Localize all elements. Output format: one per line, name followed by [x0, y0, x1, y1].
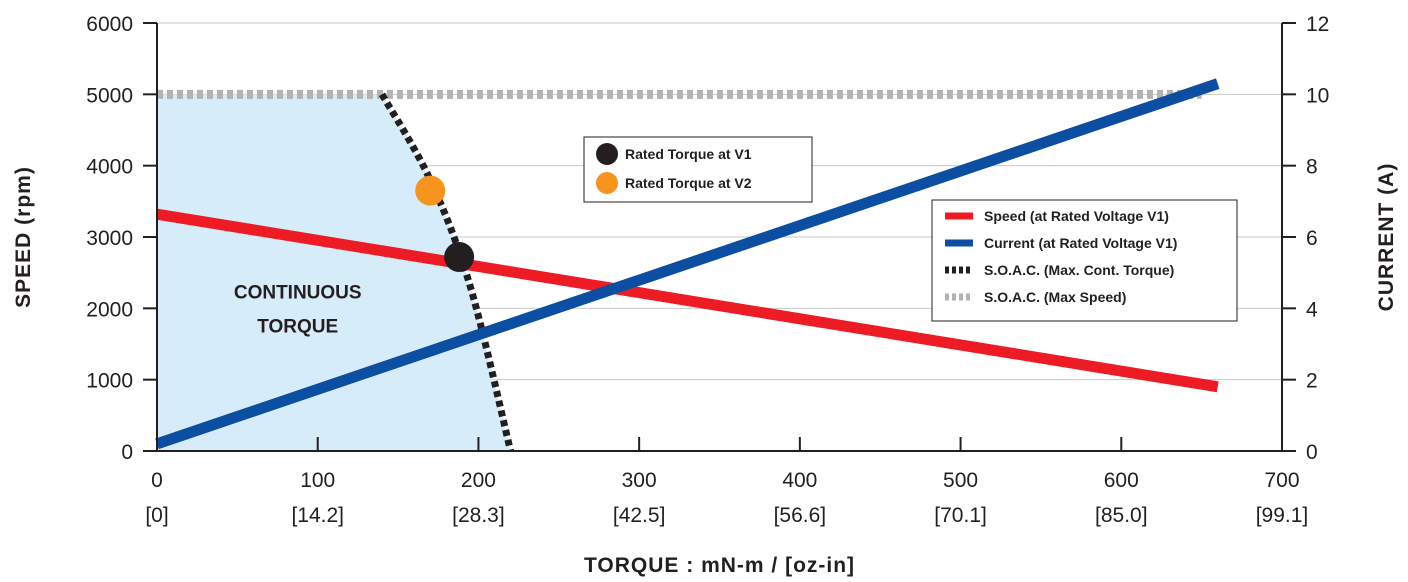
- region-label-line2: TORQUE: [257, 316, 338, 337]
- axes: [143, 22, 1296, 452]
- legends: Rated Torque at V1 Rated Torque at V2 Spee…: [583, 136, 1238, 322]
- line-legend-label: Speed (at Rated Voltage V1): [984, 208, 1169, 224]
- marker-legend-label: Rated Torque at V1: [625, 146, 752, 162]
- x-tick-label: 200: [461, 469, 496, 492]
- y2-tick-label: 12: [1306, 13, 1329, 36]
- y-tick-label: 6000: [86, 13, 133, 36]
- y-axis-title: SPEED (rpm): [12, 166, 35, 308]
- x-tick-label: 300: [622, 469, 657, 492]
- marker-legend-label: Rated Torque at V2: [625, 175, 752, 191]
- y-tick-label: 4000: [86, 156, 133, 179]
- x-tick-label: 100: [300, 469, 335, 492]
- x-tick-label-secondary: [28.3]: [452, 504, 505, 527]
- line-legend-label: Current (at Rated Voltage V1): [984, 235, 1177, 251]
- marker-legend-swatch: [596, 172, 618, 194]
- x-axis-title: TORQUE : mN-m / [oz-in]: [584, 554, 855, 577]
- rated-points: [415, 175, 475, 272]
- y-tick-label: 2000: [86, 298, 133, 321]
- x-tick-label-secondary: [56.6]: [774, 504, 827, 527]
- current-line: [155, 78, 1220, 450]
- y-tick-label: 0: [121, 441, 133, 464]
- x-tick-label-secondary: [70.1]: [934, 504, 987, 527]
- line-legend-label: S.O.A.C. (Max. Cont. Torque): [984, 262, 1174, 278]
- line-legend-label: S.O.A.C. (Max Speed): [984, 289, 1126, 305]
- y2-tick-label: 6: [1306, 227, 1318, 250]
- marker-legend-swatch: [596, 143, 618, 165]
- y-tick-label: 5000: [86, 84, 133, 107]
- region-label-line1: CONTINUOUS: [234, 282, 362, 303]
- x-tick-label-secondary: [99.1]: [1256, 504, 1309, 527]
- y2-tick-label: 4: [1306, 298, 1318, 321]
- y2-tick-label: 8: [1306, 156, 1318, 179]
- speed-line: [156, 208, 1219, 393]
- x-tick-label-secondary: [14.2]: [291, 504, 344, 527]
- y-tick-label: 3000: [86, 227, 133, 250]
- x-tick-label-secondary: [85.0]: [1095, 504, 1148, 527]
- y2-axis-title: CURRENT (A): [1375, 163, 1398, 312]
- x-tick-label: 0: [151, 469, 163, 492]
- series-lines: [155, 78, 1220, 452]
- y-tick-label: 1000: [86, 370, 133, 393]
- rated-torque-v1-point: [444, 241, 475, 272]
- y2-tick-label: 10: [1306, 84, 1329, 107]
- continuous-torque-region: [157, 94, 511, 451]
- y2-tick-label: 2: [1306, 370, 1318, 393]
- x-tick-label-secondary: [0]: [145, 504, 168, 527]
- x-tick-label: 600: [1104, 469, 1139, 492]
- x-tick-label: 700: [1264, 469, 1299, 492]
- marker-legend-box: [583, 136, 813, 203]
- axis-labels: CONTINUOUSTORQUE010002000300040005000600…: [12, 13, 1398, 577]
- rated-torque-v2-point: [415, 175, 446, 206]
- x-tick-label: 400: [782, 469, 817, 492]
- y2-tick-label: 0: [1306, 441, 1318, 464]
- line-legend-box: [931, 199, 1238, 322]
- x-tick-label: 500: [943, 469, 978, 492]
- x-tick-label-secondary: [42.5]: [613, 504, 666, 527]
